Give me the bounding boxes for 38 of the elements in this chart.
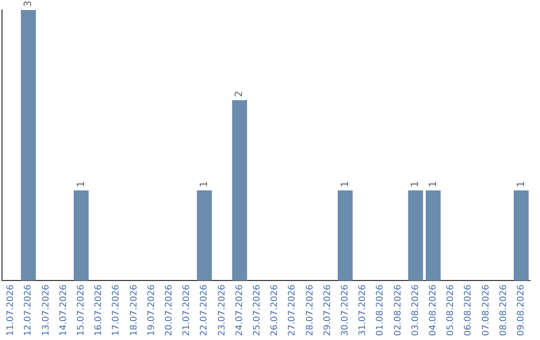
data-label: 1 [516,180,527,188]
x-tick-label: 24.07.2026 [234,284,245,336]
x-tick-label: 14.07.2026 [58,284,69,336]
x-tick-label: 11.07.2026 [6,284,16,336]
x-tick-label: 16.07.2026 [94,284,104,336]
data-label: 1 [428,180,439,188]
x-tick-label: 02.08.2026 [393,284,404,336]
x-tick-label: 20.07.2026 [164,284,175,336]
x-tick-label: 07.08.2026 [481,284,492,336]
x-tick-label: 09.08.2026 [516,284,527,336]
x-tick-label: 22.07.2026 [200,284,210,336]
data-label: 1 [340,180,351,188]
x-tick-label: 17.07.2026 [112,284,122,336]
data-label: 3 [22,0,34,7]
x-tick-label: 04.08.2026 [428,284,439,336]
x-tick-label: 12.07.2026 [24,284,34,336]
x-tick-label: 26.07.2026 [270,284,280,336]
x-tick-label: 29.07.2026 [322,284,333,336]
x-tick-label: 01.08.2026 [376,284,386,336]
x-tick-label: 31.07.2026 [358,284,368,336]
x-tick-label: 06.08.2026 [464,284,474,336]
x-tick-label: 05.08.2026 [446,284,456,336]
x-tick-label: 21.07.2026 [182,284,192,336]
x-tick-label: 19.07.2026 [146,284,157,336]
x-tick-label: 28.07.2026 [305,284,316,336]
x-tick-label: 13.07.2026 [41,284,52,336]
x-tick-label: 18.07.2026 [129,284,140,336]
data-label: 1 [198,180,210,188]
data-label: 1 [410,180,422,188]
x-tick-label: 25.07.2026 [252,284,263,336]
x-tick-label: 15.07.2026 [76,284,87,336]
data-label: 1 [76,180,87,188]
data-label: 2 [234,90,246,98]
x-tick-label: 30.07.2026 [340,284,351,336]
x-tick-label: 23.07.2026 [217,284,228,336]
x-tick-label: 03.08.2026 [410,284,421,336]
x-tick-label: 08.08.2026 [498,284,509,336]
x-tick-label: 27.07.2026 [288,284,298,336]
